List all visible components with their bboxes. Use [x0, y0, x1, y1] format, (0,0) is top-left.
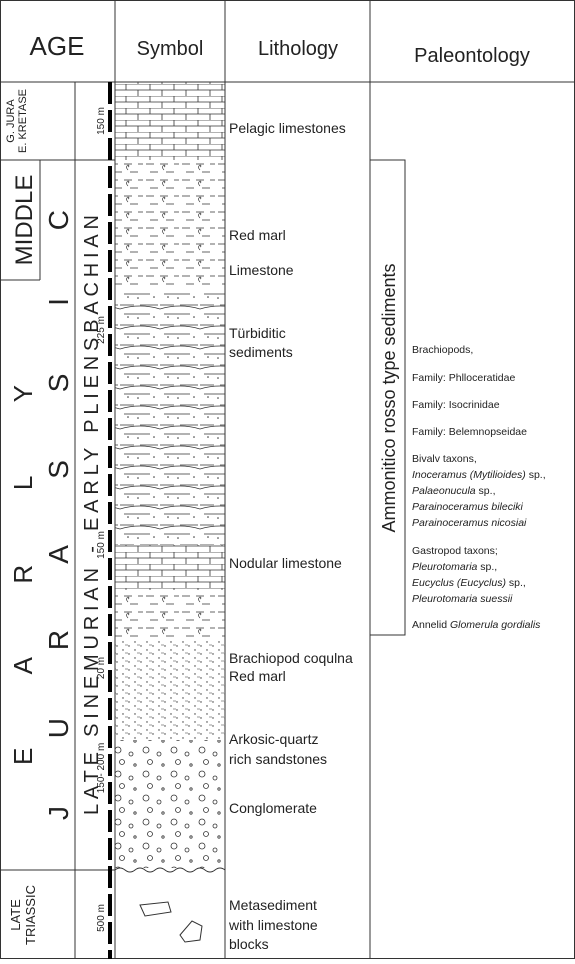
epoch-label: LATE [8, 899, 23, 931]
fossil-line: Family: Isocrinidae [412, 399, 500, 411]
fossil-text: Family: Belemnopseidae [412, 426, 527, 438]
epoch-label: E A R L Y [8, 385, 38, 765]
fossil-text: Pleurotomaria [412, 561, 478, 573]
epoch-label: E. KRETASE [17, 89, 29, 153]
lithology-label: Brachiopod coqulna [229, 650, 353, 666]
fossil-text: Annelid [412, 619, 450, 631]
lithology-label: blocks [229, 936, 269, 952]
fossil-text: sp., [506, 577, 526, 589]
fossil-line: Brachiopods, [412, 344, 473, 356]
fossil-text: Eucyclus (Eucyclus) [412, 577, 506, 589]
fossil-text: Bivalv taxons, [412, 453, 477, 465]
header-age: AGE [30, 31, 85, 61]
epoch-label: TRIASSIC [23, 885, 38, 945]
lithology-label: Red marl [229, 668, 286, 684]
fossil-text: Parainoceramus nicosiai [412, 517, 527, 529]
header-symbol: Symbol [137, 38, 204, 60]
fossil-line: Family: Phlloceratidae [412, 372, 515, 384]
thickness-label: 150- 200 m [96, 743, 107, 794]
fossil-line: Parainoceramus bileciki [412, 501, 524, 513]
fossil-line: Annelid Glomerula gordialis [412, 619, 541, 631]
lithology-label: Metasediment [229, 897, 317, 913]
symbol-column [115, 82, 225, 942]
lithology-label: Nodular limestone [229, 555, 342, 571]
header-paleontology: Paleontology [414, 45, 530, 67]
fossil-text: Palaeonucula [412, 485, 476, 497]
fossil-text: Family: Isocrinidae [412, 399, 500, 411]
lithology-label: Red marl [229, 227, 286, 243]
lithology-label: Arkosic-quartz [229, 731, 318, 747]
thickness-label: 150 m [96, 531, 107, 559]
fossil-text: sp., [477, 561, 497, 573]
fossil-line: Inoceramus (Mytilioides) sp., [412, 469, 546, 481]
fossil-text: Inoceramus (Mytilioides) [412, 469, 526, 481]
fossil-line: Bivalv taxons, [412, 453, 477, 465]
epoch-label: G. JURA [5, 99, 17, 143]
fossil-text: Brachiopods, [412, 344, 473, 356]
fossil-text: Gastropod taxons; [412, 545, 498, 557]
thickness-label: 20 m [96, 657, 107, 679]
stage-label: LATE SINEMURIAN - EARLY PLIENSBACHIAN [81, 215, 103, 815]
formation-label: Ammonitico rosso type sediments [379, 263, 399, 532]
lithology-label: sediments [229, 344, 293, 360]
fossil-line: Pleurotomaria suessii [412, 593, 513, 605]
header-lithology: Lithology [258, 38, 338, 60]
fossil-text: Parainoceramus bileciki [412, 501, 524, 513]
epoch-label: MIDDLE [11, 175, 38, 266]
fossil-text: Family: Phlloceratidae [412, 372, 515, 384]
fossil-text: Glomerula gordialis [450, 619, 541, 631]
thickness-label: 500 m [96, 904, 107, 932]
lithology-label: Conglomerate [229, 800, 317, 816]
fossil-text: Pleurotomaria suessii [412, 593, 513, 605]
thickness-label: 225 m [96, 316, 107, 344]
lithology-label: Limestone [229, 262, 294, 278]
fossil-text: sp., [526, 469, 546, 481]
thickness-label: 150 m [96, 107, 107, 135]
fossil-line: Eucyclus (Eucyclus) sp., [412, 577, 526, 589]
period-label: J U R A S S I C [43, 210, 74, 820]
lithology-label: Pelagic limestones [229, 120, 346, 136]
fossil-line: Palaeonucula sp., [412, 485, 495, 497]
fossil-text: sp., [476, 485, 496, 497]
lithology-label: Türbiditic [229, 325, 286, 341]
fossil-line: Gastropod taxons; [412, 545, 498, 557]
fossil-line: Parainoceramus nicosiai [412, 517, 527, 529]
fossil-line: Family: Belemnopseidae [412, 426, 527, 438]
lithology-label: rich sandstones [229, 751, 327, 767]
fossil-line: Pleurotomaria sp., [412, 561, 497, 573]
stratigraphic-column: AGE Symbol Lithology Paleontology G. JURAE. … [0, 0, 575, 959]
lithology-label: with limestone [228, 917, 318, 933]
